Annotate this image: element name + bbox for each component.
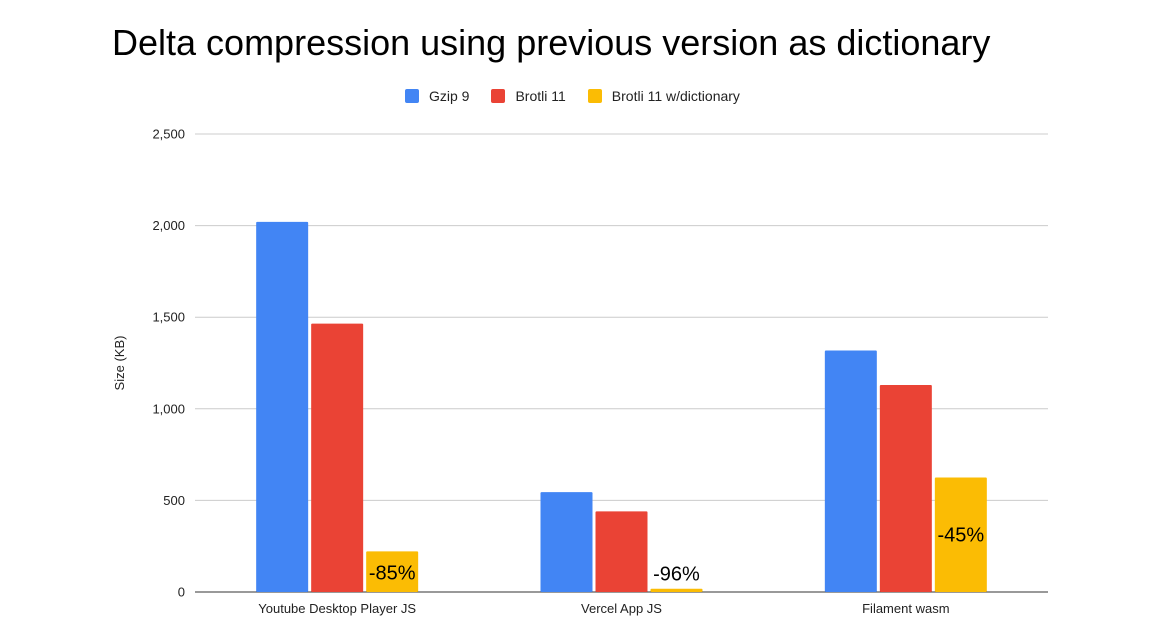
legend-swatch-gzip	[405, 89, 419, 103]
bar	[934, 477, 987, 592]
y-tick-label: 2,000	[152, 218, 185, 233]
legend-swatch-brotli	[491, 89, 506, 103]
legend-swatch-brotli-dictionary	[587, 89, 602, 103]
y-tick-label: 2,500	[152, 127, 185, 142]
y-axis-title: Size (KB)	[112, 336, 127, 391]
bar	[540, 492, 593, 592]
bar	[824, 350, 877, 592]
chart-title: Delta compression using previous version…	[112, 22, 991, 63]
legend-label-brotli: Brotli 11	[515, 88, 566, 104]
data-label: -96%	[653, 564, 700, 586]
x-tick-label: Vercel App JS	[581, 601, 662, 616]
bar	[366, 551, 419, 592]
y-tick-label: 500	[163, 493, 185, 508]
data-label: -45%	[937, 525, 984, 547]
legend: Gzip 9 Brotli 11 Brotli 11 w/dictionary	[405, 86, 762, 106]
legend-item-brotli: Brotli 11	[491, 88, 566, 104]
bar	[595, 511, 648, 592]
bar	[650, 588, 703, 592]
legend-label-gzip: Gzip 9	[429, 88, 470, 104]
y-tick-label: 1,000	[152, 401, 185, 416]
x-tick-label: Filament wasm	[862, 601, 949, 616]
y-tick-label: 0	[178, 585, 185, 600]
bar	[879, 384, 932, 592]
bar	[311, 323, 364, 592]
legend-item-gzip: Gzip 9	[405, 88, 469, 104]
bar	[256, 221, 309, 592]
y-tick-label: 1,500	[152, 310, 185, 325]
x-tick-label: Youtube Desktop Player JS	[258, 601, 416, 616]
legend-label-brotli-dictionary: Brotli 11 w/dictionary	[611, 88, 740, 104]
legend-item-brotli-dictionary: Brotli 11 w/dictionary	[587, 88, 740, 104]
data-label: -85%	[369, 562, 416, 584]
